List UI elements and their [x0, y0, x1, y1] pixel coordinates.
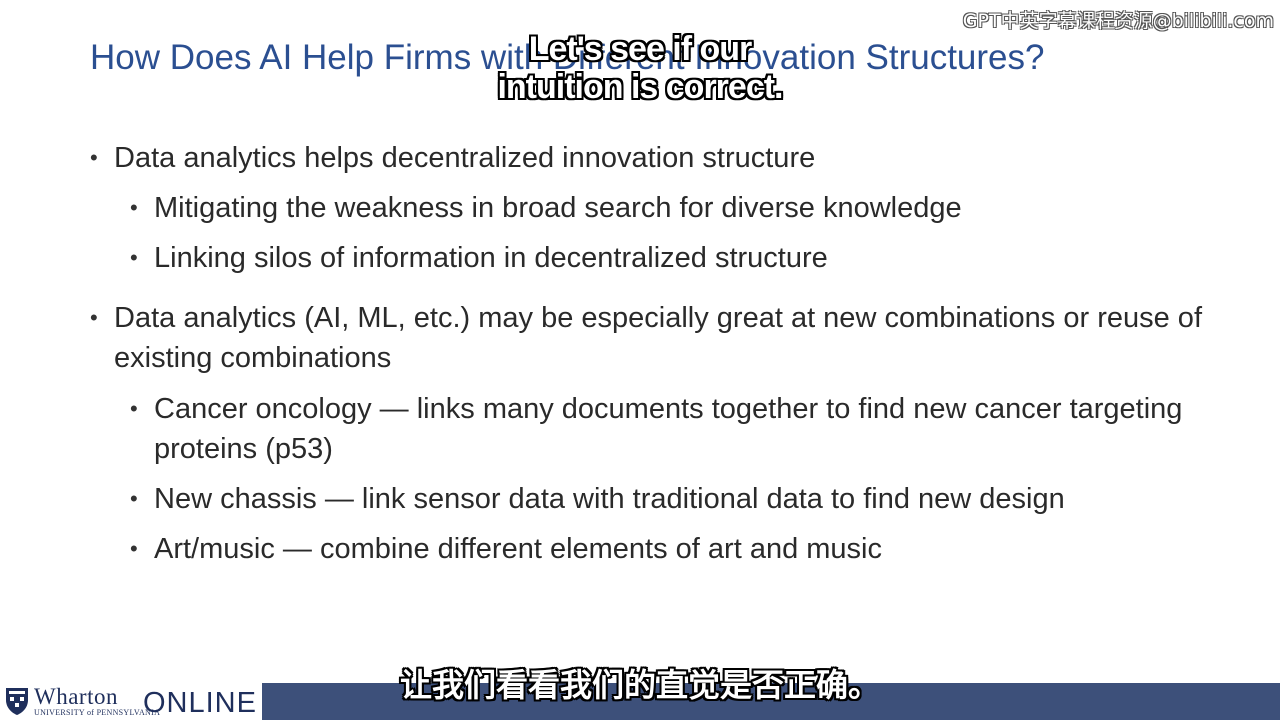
- wharton-shield-icon: [6, 688, 28, 715]
- watermark: GPT中英字幕课程资源@bilibili.com: [962, 10, 1274, 32]
- subtitle-english-line1: Let's see if our: [528, 30, 753, 68]
- university-logo-text: UNIVERSITY of PENNSYLVANIA: [34, 708, 161, 717]
- bullet-dot: •: [130, 195, 138, 220]
- bullet-text: Cancer oncology — links many documents t…: [154, 393, 1183, 465]
- sub-bullet-item: • Mitigating the weakness in broad searc…: [130, 188, 1214, 228]
- subtitle-english-line2: intuition is correct.: [497, 68, 783, 106]
- bullet-text: New chassis — link sensor data with trad…: [154, 483, 1065, 515]
- bullet-text: Data analytics helps decentralized innov…: [114, 142, 816, 174]
- bullet-item: • Data analytics helps decentralized inn…: [90, 138, 1214, 178]
- bullet-dot: •: [130, 536, 138, 561]
- bullet-text: Art/music — combine different elements o…: [154, 533, 882, 565]
- bullet-dot: •: [90, 145, 98, 170]
- slide-title: How Does AI Help Firms with Different In…: [90, 38, 1045, 77]
- bullet-text: Mitigating the weakness in broad search …: [154, 192, 962, 224]
- wharton-logo-text: Wharton: [34, 684, 118, 709]
- bullet-item: • Data analytics (AI, ML, etc.) may be e…: [90, 298, 1214, 378]
- bullet-dot: •: [90, 305, 98, 330]
- sub-bullet-item: • Art/music — combine different elements…: [130, 529, 1214, 569]
- bullet-dot: •: [130, 486, 138, 511]
- bullet-text: Linking silos of information in decentra…: [154, 242, 828, 274]
- subtitle-chinese: 让我们看看我们的直觉是否正确。: [399, 666, 880, 704]
- bullet-dot: •: [130, 396, 138, 421]
- footer-logo-area: [0, 683, 262, 720]
- sub-bullet-item: • Cancer oncology — links many documents…: [130, 389, 1194, 469]
- sub-bullet-item: • Linking silos of information in decent…: [130, 238, 1214, 278]
- sub-bullet-item: • New chassis — link sensor data with tr…: [130, 479, 1214, 519]
- bullet-dot: •: [130, 245, 138, 270]
- bullet-text: Data analytics (AI, ML, etc.) may be esp…: [114, 302, 1202, 374]
- online-logo-text: ONLINE: [143, 687, 257, 719]
